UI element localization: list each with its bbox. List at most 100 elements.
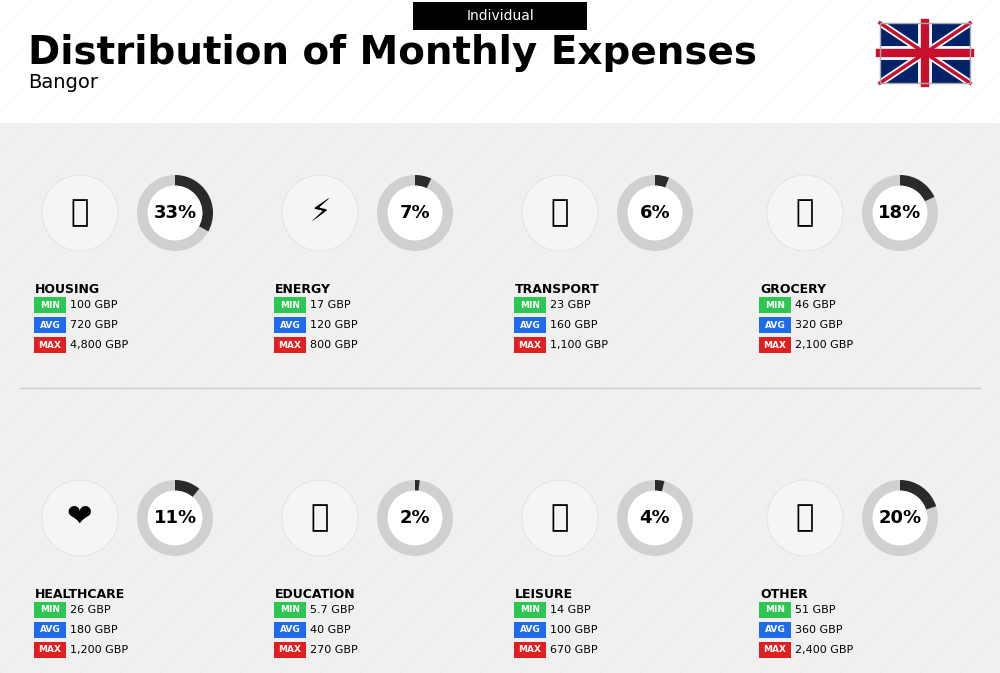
Circle shape bbox=[282, 480, 358, 556]
Text: 🛍️: 🛍️ bbox=[551, 503, 569, 532]
Text: 800 GBP: 800 GBP bbox=[310, 340, 358, 350]
Text: TRANSPORT: TRANSPORT bbox=[515, 283, 600, 296]
Text: 46 GBP: 46 GBP bbox=[795, 300, 836, 310]
Text: 670 GBP: 670 GBP bbox=[550, 645, 598, 655]
Wedge shape bbox=[617, 175, 693, 251]
Text: LEISURE: LEISURE bbox=[515, 588, 573, 601]
Text: AVG: AVG bbox=[765, 320, 785, 330]
FancyBboxPatch shape bbox=[274, 337, 306, 353]
Circle shape bbox=[767, 480, 843, 556]
FancyBboxPatch shape bbox=[759, 622, 791, 638]
Text: 2,400 GBP: 2,400 GBP bbox=[795, 645, 853, 655]
Text: Individual: Individual bbox=[466, 9, 534, 23]
Text: 7%: 7% bbox=[400, 204, 430, 222]
Text: AVG: AVG bbox=[280, 320, 300, 330]
Text: MAX: MAX bbox=[764, 341, 786, 349]
Text: 6%: 6% bbox=[640, 204, 670, 222]
Wedge shape bbox=[862, 480, 938, 556]
Text: 🚌: 🚌 bbox=[551, 199, 569, 227]
Text: MAX: MAX bbox=[278, 341, 302, 349]
FancyBboxPatch shape bbox=[759, 297, 791, 313]
Text: 360 GBP: 360 GBP bbox=[795, 625, 842, 635]
Text: 🛒: 🛒 bbox=[796, 199, 814, 227]
Text: MIN: MIN bbox=[520, 301, 540, 310]
Circle shape bbox=[388, 186, 442, 240]
FancyBboxPatch shape bbox=[34, 317, 66, 333]
Wedge shape bbox=[655, 175, 669, 188]
FancyBboxPatch shape bbox=[759, 337, 791, 353]
Wedge shape bbox=[655, 480, 664, 491]
Text: 20%: 20% bbox=[878, 509, 922, 527]
Text: AVG: AVG bbox=[520, 320, 540, 330]
Wedge shape bbox=[617, 480, 693, 556]
Text: 270 GBP: 270 GBP bbox=[310, 645, 358, 655]
Circle shape bbox=[873, 186, 927, 240]
FancyBboxPatch shape bbox=[34, 297, 66, 313]
Text: EDUCATION: EDUCATION bbox=[275, 588, 356, 601]
Circle shape bbox=[628, 186, 682, 240]
FancyBboxPatch shape bbox=[34, 337, 66, 353]
Circle shape bbox=[148, 491, 202, 545]
Text: 720 GBP: 720 GBP bbox=[70, 320, 118, 330]
FancyBboxPatch shape bbox=[514, 337, 546, 353]
Wedge shape bbox=[175, 480, 199, 497]
Circle shape bbox=[42, 175, 118, 251]
Text: AVG: AVG bbox=[765, 625, 785, 635]
Text: MAX: MAX bbox=[518, 645, 542, 655]
Text: 33%: 33% bbox=[153, 204, 197, 222]
FancyBboxPatch shape bbox=[274, 602, 306, 618]
Circle shape bbox=[148, 186, 202, 240]
FancyBboxPatch shape bbox=[759, 317, 791, 333]
FancyBboxPatch shape bbox=[274, 317, 306, 333]
FancyBboxPatch shape bbox=[514, 317, 546, 333]
Text: 180 GBP: 180 GBP bbox=[70, 625, 118, 635]
Text: MAX: MAX bbox=[518, 341, 542, 349]
Text: AVG: AVG bbox=[40, 320, 60, 330]
Text: 100 GBP: 100 GBP bbox=[550, 625, 598, 635]
FancyBboxPatch shape bbox=[759, 642, 791, 658]
FancyBboxPatch shape bbox=[34, 622, 66, 638]
Text: 1,100 GBP: 1,100 GBP bbox=[550, 340, 608, 350]
FancyBboxPatch shape bbox=[0, 0, 1000, 123]
Text: 23 GBP: 23 GBP bbox=[550, 300, 591, 310]
FancyBboxPatch shape bbox=[34, 602, 66, 618]
FancyBboxPatch shape bbox=[514, 622, 546, 638]
Text: Distribution of Monthly Expenses: Distribution of Monthly Expenses bbox=[28, 34, 757, 72]
Wedge shape bbox=[862, 175, 938, 251]
Circle shape bbox=[628, 491, 682, 545]
FancyBboxPatch shape bbox=[759, 602, 791, 618]
Text: MAX: MAX bbox=[764, 645, 786, 655]
Text: OTHER: OTHER bbox=[760, 588, 808, 601]
Text: 320 GBP: 320 GBP bbox=[795, 320, 843, 330]
Text: HEALTHCARE: HEALTHCARE bbox=[35, 588, 125, 601]
Text: 160 GBP: 160 GBP bbox=[550, 320, 598, 330]
Text: 120 GBP: 120 GBP bbox=[310, 320, 358, 330]
Circle shape bbox=[388, 491, 442, 545]
Text: 100 GBP: 100 GBP bbox=[70, 300, 118, 310]
Text: AVG: AVG bbox=[520, 625, 540, 635]
Text: ENERGY: ENERGY bbox=[275, 283, 331, 296]
Text: 4%: 4% bbox=[640, 509, 670, 527]
Circle shape bbox=[522, 480, 598, 556]
FancyBboxPatch shape bbox=[34, 642, 66, 658]
Wedge shape bbox=[415, 480, 420, 491]
Text: 🎓: 🎓 bbox=[311, 503, 329, 532]
Text: MIN: MIN bbox=[520, 606, 540, 614]
Text: MAX: MAX bbox=[38, 645, 62, 655]
Wedge shape bbox=[175, 175, 213, 232]
Text: AVG: AVG bbox=[280, 625, 300, 635]
FancyBboxPatch shape bbox=[514, 642, 546, 658]
Text: 18%: 18% bbox=[878, 204, 922, 222]
Text: 4,800 GBP: 4,800 GBP bbox=[70, 340, 128, 350]
Text: 5.7 GBP: 5.7 GBP bbox=[310, 605, 354, 615]
Text: ⚡: ⚡ bbox=[309, 199, 331, 227]
Wedge shape bbox=[377, 480, 453, 556]
Text: 17 GBP: 17 GBP bbox=[310, 300, 351, 310]
Circle shape bbox=[873, 491, 927, 545]
Circle shape bbox=[522, 175, 598, 251]
Text: 26 GBP: 26 GBP bbox=[70, 605, 111, 615]
Text: MAX: MAX bbox=[278, 645, 302, 655]
Text: 👛: 👛 bbox=[796, 503, 814, 532]
Wedge shape bbox=[377, 175, 453, 251]
Wedge shape bbox=[137, 175, 213, 251]
